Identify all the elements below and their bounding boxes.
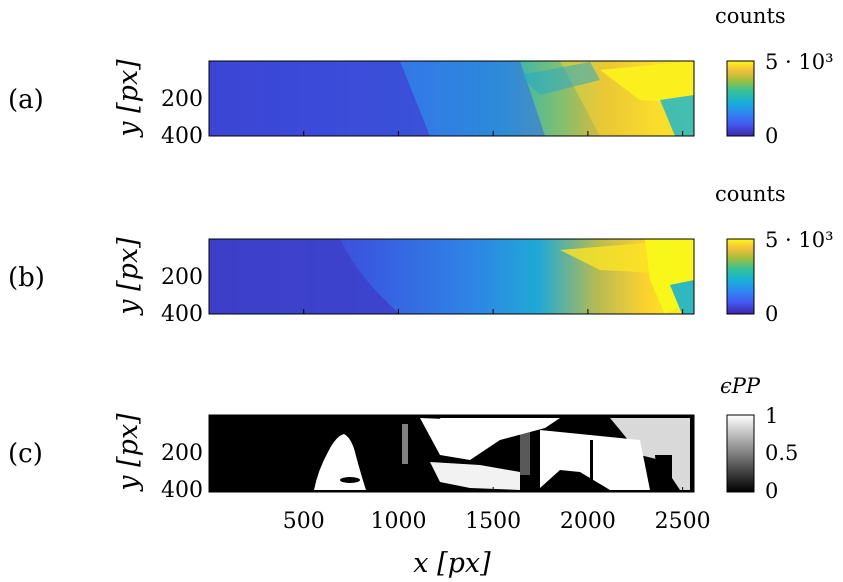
panel-c-cb-tick-max: 1 (765, 404, 778, 428)
x-tick-label: 1500 (465, 509, 521, 534)
panel-b-ylabel: y [px] (113, 237, 144, 316)
panel-b-letter: (b) (8, 263, 45, 293)
x-tick-label: 2000 (560, 509, 616, 534)
panel-c-mask (209, 415, 694, 492)
x-tick-label: 1000 (370, 509, 426, 534)
panel-a-letter: (a) (8, 85, 44, 115)
panel-a-ylabel: y [px] (113, 59, 144, 138)
panel-a-ytick-200: 200 (161, 87, 203, 112)
panel-a-colorbar (726, 60, 755, 137)
panel-c-colorbar (726, 414, 755, 493)
panel-b-ytick-400: 400 (161, 302, 203, 327)
x-axis-label: x [px] (413, 548, 491, 579)
panel-a-ytick-400: 400 (161, 124, 203, 149)
panel-c-ytick-400: 400 (161, 478, 203, 503)
panel-a-frame (208, 60, 695, 137)
panel-c-cb-tick-mid: 0.5 (765, 441, 798, 465)
panel-b-ytick-200: 200 (161, 265, 203, 290)
panel-b-cb-title: counts (715, 182, 786, 206)
panel-a-cb-tick-max: 5 · 10³ (765, 50, 834, 74)
panel-b-colorbar (726, 238, 755, 315)
x-axis-ticks: 500 1000 1500 2000 2500 (283, 131, 711, 534)
panel-b-cb-tick-max: 5 · 10³ (765, 228, 834, 252)
panel-c-ylabel: y [px] (113, 413, 144, 492)
panel-a-cb-title: counts (715, 4, 786, 28)
panel-b-heatmap (209, 239, 694, 314)
panel-b-frame (208, 238, 695, 315)
panel-c-cb-tick-min: 0 (765, 479, 778, 503)
x-tick-label: 500 (283, 509, 325, 534)
panel-c-cb-title: ϵPP (720, 374, 761, 398)
panel-c-letter: (c) (8, 439, 43, 469)
panel-b-cb-tick-min: 0 (765, 302, 778, 326)
panel-c-frame (208, 414, 695, 493)
panel-a-cb-tick-min: 0 (765, 124, 778, 148)
panel-c-ytick-200: 200 (161, 441, 203, 466)
x-tick-label: 2500 (655, 509, 711, 534)
panel-a-heatmap (209, 61, 694, 136)
